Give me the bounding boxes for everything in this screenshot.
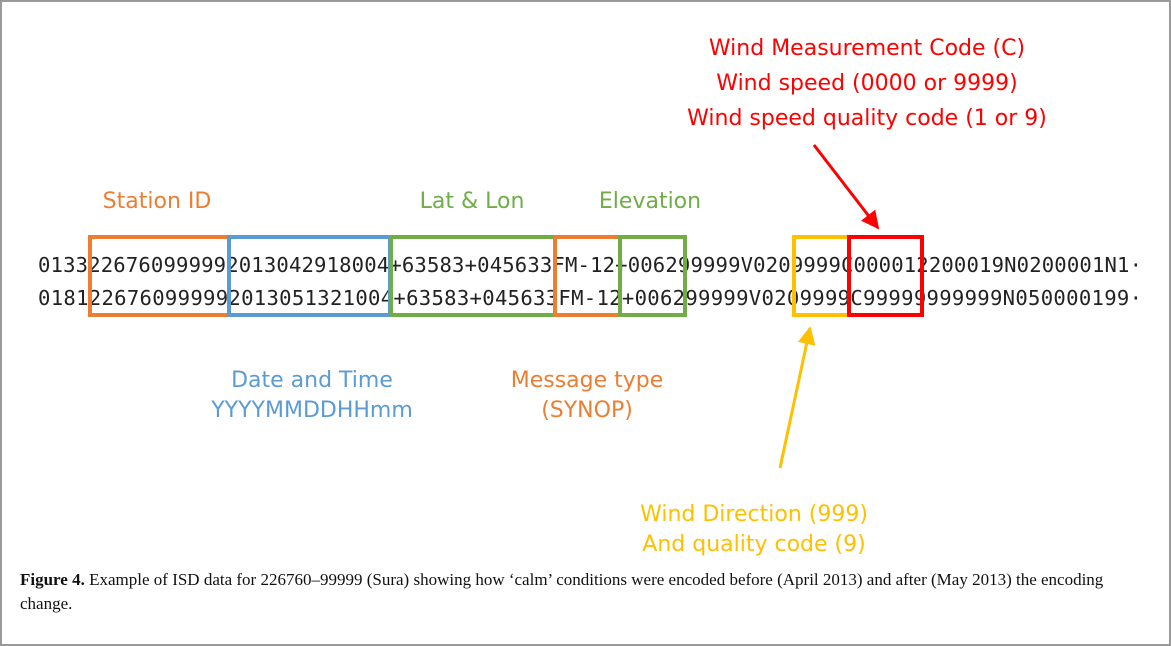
message-type-label: Message type (SYNOP)	[511, 366, 664, 426]
label-line: Date and Time	[231, 368, 393, 393]
arrow	[812, 144, 880, 230]
station-id-label: Station ID	[102, 189, 212, 214]
box	[847, 235, 924, 317]
label-line: (SYNOP)	[541, 398, 633, 423]
label-line: Wind speed quality code (1 or 9)	[687, 106, 1047, 131]
label-line: And quality code (9)	[642, 532, 866, 557]
record: 0133226760999992013042918004+63583+04563…	[38, 253, 1142, 277]
wind-measurement-label: Wind Measurement Code (C) Wind speed (00…	[687, 34, 1047, 134]
boxes	[88, 235, 924, 317]
caption: Figure 4. Example of ISD data for 226760…	[20, 568, 1130, 616]
wind-direction-label: Wind Direction (999) And quality code (9…	[640, 500, 868, 560]
arrow	[778, 326, 816, 469]
label-line: Message type	[510, 368, 664, 393]
lat-lon-label: Lat & Lon	[419, 189, 525, 214]
label-line: YYYYMMDDHHmm	[211, 398, 413, 423]
caption-text: Example of ISD data for 226760–99999 (Su…	[20, 570, 1104, 613]
date-time-label: Date and Time YYYYMMDDHHmm	[211, 366, 413, 426]
caption-label: Figure 4.	[20, 570, 85, 589]
label-line: Wind speed (0000 or 9999)	[716, 71, 1018, 96]
label-line: Wind Measurement Code (C)	[708, 36, 1026, 61]
record: 0181226760999992013051321004+63583+04563…	[38, 286, 1142, 310]
label-line: Wind Direction (999)	[640, 502, 868, 527]
box	[618, 235, 687, 317]
elevation-label: Elevation	[598, 189, 702, 214]
